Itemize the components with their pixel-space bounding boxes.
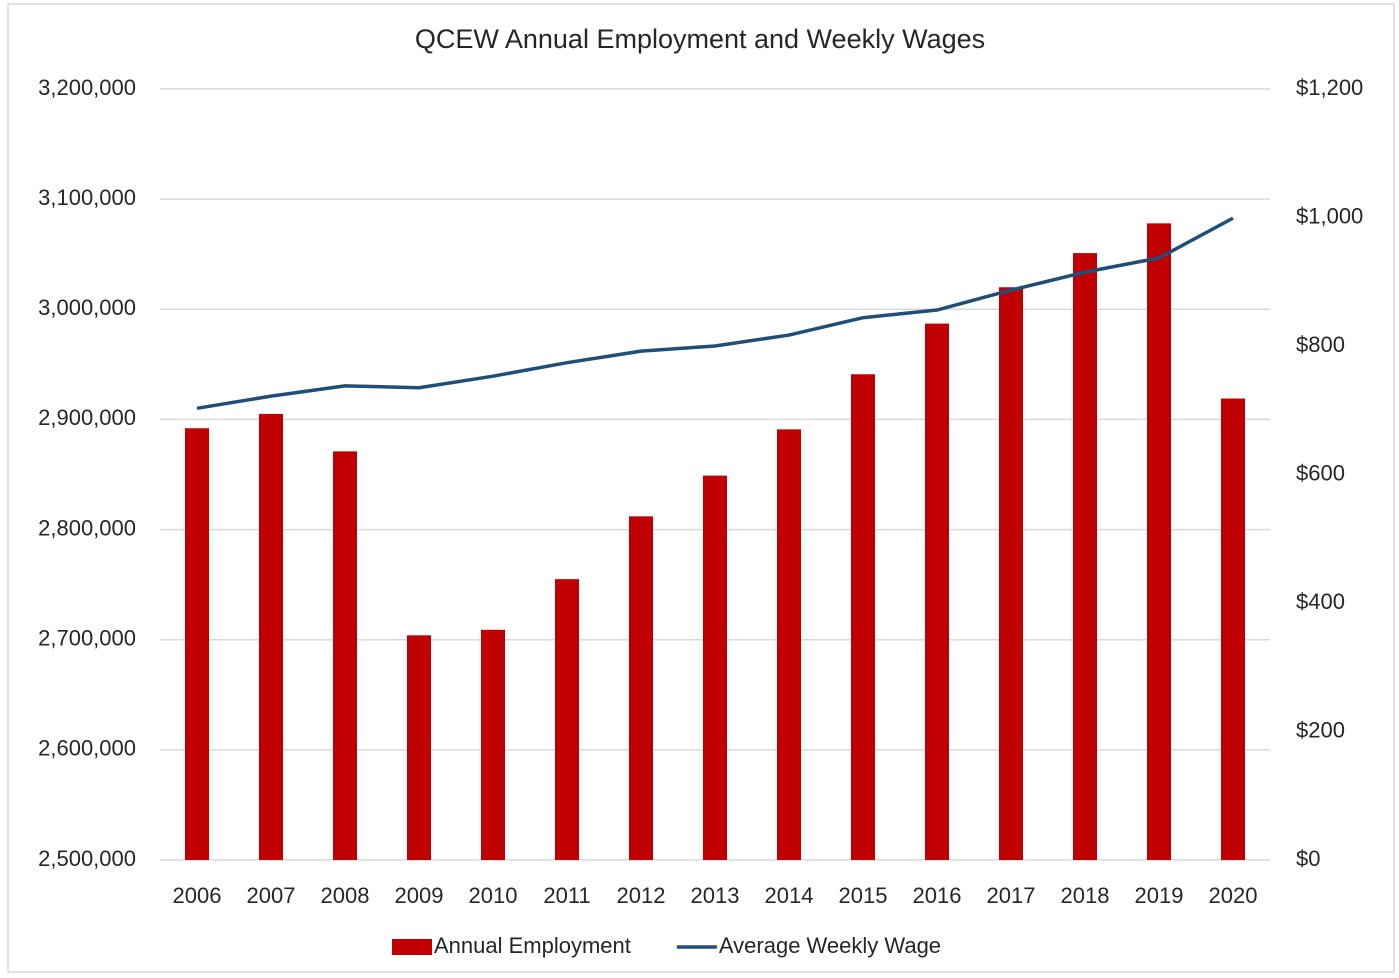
y-tick-label: 3,200,000	[38, 75, 136, 100]
x-tick-label: 2018	[1061, 883, 1110, 908]
y-tick-label: 3,000,000	[38, 295, 136, 320]
y-tick-label: 2,700,000	[38, 626, 136, 651]
y2-tick-label: $800	[1296, 332, 1345, 357]
legend-label: Annual Employment	[434, 933, 631, 958]
x-tick-label: 2009	[395, 883, 444, 908]
bar	[629, 516, 653, 860]
y-tick-label: 2,500,000	[38, 846, 136, 871]
x-tick-label: 2017	[987, 883, 1036, 908]
y2-tick-label: $200	[1296, 717, 1345, 742]
x-tick-label: 2019	[1135, 883, 1184, 908]
legend-swatch	[392, 939, 432, 955]
bar	[703, 475, 727, 860]
x-tick-label: 2014	[765, 883, 814, 908]
bar	[185, 428, 209, 860]
bar	[481, 629, 505, 860]
x-tick-label: 2016	[913, 883, 962, 908]
y2-tick-label: $1,000	[1296, 203, 1363, 228]
bar	[1073, 253, 1097, 860]
x-tick-label: 2012	[617, 883, 666, 908]
x-tick-label: 2013	[691, 883, 740, 908]
x-tick-label: 2010	[469, 883, 518, 908]
bar	[333, 451, 357, 860]
y2-tick-label: $1,200	[1296, 75, 1363, 100]
x-tick-label: 2015	[839, 883, 888, 908]
y-tick-label: 2,800,000	[38, 515, 136, 540]
y-tick-label: 2,600,000	[38, 736, 136, 761]
bar	[999, 287, 1023, 860]
x-tick-label: 2006	[173, 883, 222, 908]
bar	[777, 429, 801, 860]
bar	[1147, 223, 1171, 861]
bar	[851, 374, 875, 860]
x-tick-label: 2011	[543, 883, 590, 908]
bar	[925, 323, 949, 861]
x-tick-label: 2007	[247, 883, 296, 908]
y-tick-label: 2,900,000	[38, 405, 136, 430]
y2-tick-label: $600	[1296, 460, 1345, 485]
bar	[1221, 398, 1245, 860]
y2-tick-label: $0	[1296, 846, 1320, 871]
y2-tick-label: $400	[1296, 589, 1345, 614]
chart-frame	[7, 3, 1395, 973]
bar	[259, 413, 283, 860]
bar	[407, 635, 431, 860]
chart-title: QCEW Annual Employment and Weekly Wages	[415, 24, 985, 54]
legend-label: Average Weekly Wage	[719, 933, 941, 958]
line	[196, 216, 1234, 411]
bar	[555, 579, 579, 860]
x-tick-label: 2008	[321, 883, 370, 908]
x-tick-label: 2020	[1209, 883, 1258, 908]
y-tick-label: 3,100,000	[38, 185, 136, 210]
